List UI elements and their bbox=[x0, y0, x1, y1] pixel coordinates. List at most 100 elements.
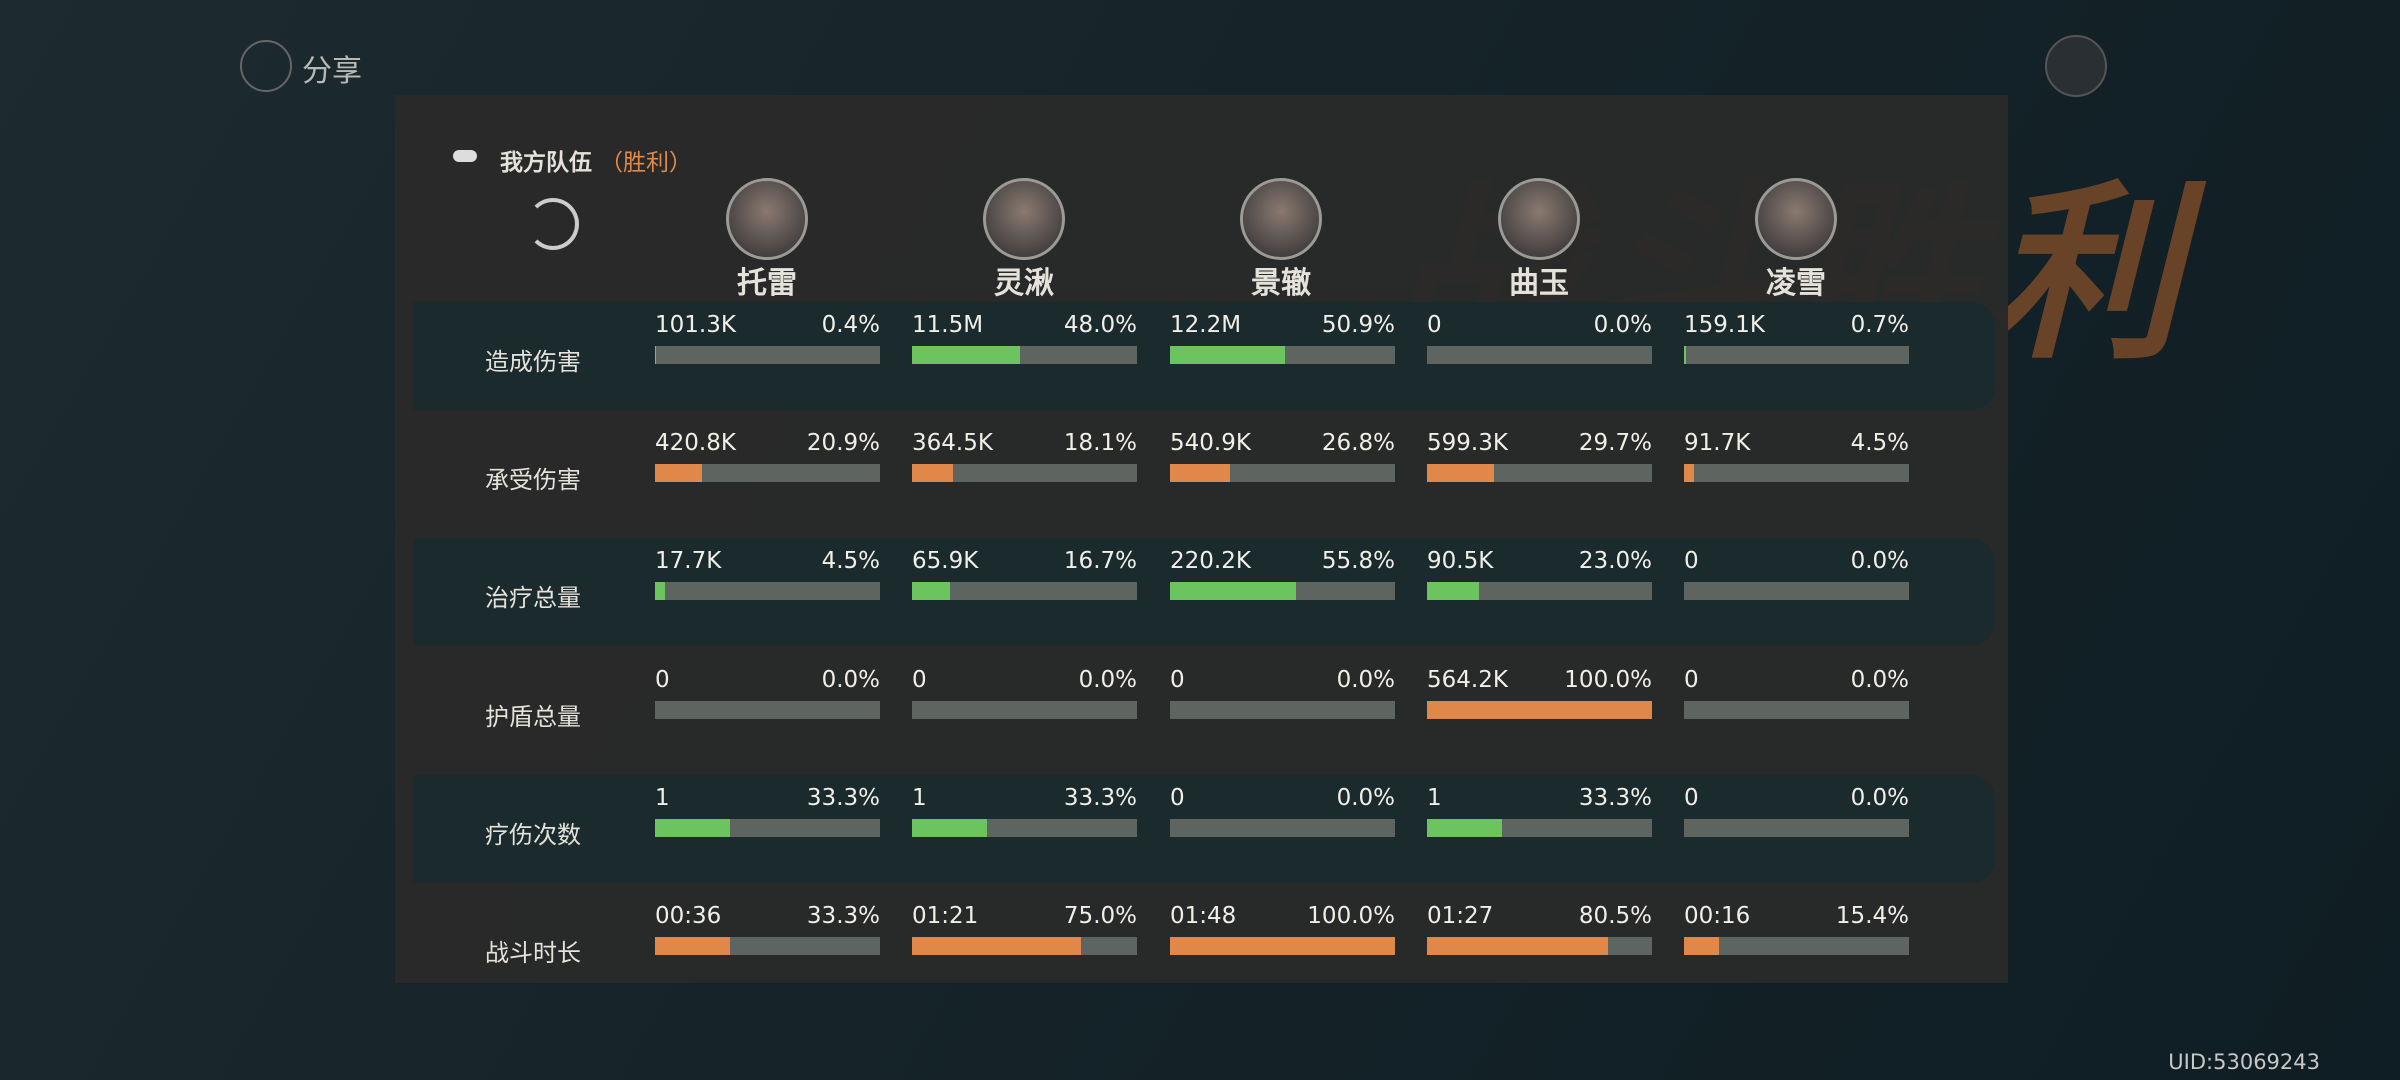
team-result: （胜利） bbox=[600, 150, 692, 176]
cell-value: 599.3K bbox=[1427, 430, 1508, 456]
cell-percent: 33.3% bbox=[1578, 785, 1652, 811]
cell-value: 1 bbox=[912, 785, 927, 811]
cell-percent: 50.9% bbox=[1321, 312, 1395, 338]
bar bbox=[1684, 937, 1719, 955]
cell-percent: 0.0% bbox=[1593, 312, 1652, 338]
avatar bbox=[1240, 178, 1322, 260]
bar bbox=[912, 582, 950, 600]
share-icon[interactable] bbox=[240, 40, 292, 92]
cell-percent: 4.5% bbox=[821, 548, 880, 574]
bar-track bbox=[655, 582, 880, 600]
bar bbox=[655, 464, 703, 482]
cell-percent: 55.8% bbox=[1321, 548, 1395, 574]
cell-value: 0 bbox=[912, 667, 927, 693]
bar-track bbox=[1170, 464, 1395, 482]
cell-percent: 26.8% bbox=[1321, 430, 1395, 456]
stats-button[interactable] bbox=[2045, 35, 2107, 97]
cell-percent: 18.1% bbox=[1063, 430, 1137, 456]
cell-value: 0 bbox=[1684, 785, 1699, 811]
bar-track bbox=[912, 582, 1137, 600]
bar-track bbox=[1427, 937, 1652, 955]
row-label: 治疗总量 bbox=[485, 584, 581, 612]
bar-track bbox=[1427, 346, 1652, 364]
cell-value: 0 bbox=[1684, 667, 1699, 693]
character-name: 灵湫 bbox=[994, 266, 1054, 301]
bar bbox=[912, 464, 953, 482]
cell-percent: 0.0% bbox=[1850, 548, 1909, 574]
cell-value: 12.2M bbox=[1170, 312, 1242, 338]
cell-value: 01:27 bbox=[1427, 903, 1494, 929]
cell-percent: 100.0% bbox=[1307, 903, 1395, 929]
share-label[interactable]: 分享 bbox=[302, 54, 362, 89]
cell-percent: 33.3% bbox=[806, 903, 880, 929]
cell-percent: 0.0% bbox=[1078, 667, 1137, 693]
refresh-button[interactable] bbox=[527, 198, 579, 250]
cell-percent: 0.4% bbox=[821, 312, 880, 338]
bar-track bbox=[655, 346, 880, 364]
cell-percent: 0.0% bbox=[1850, 785, 1909, 811]
cell-value: 65.9K bbox=[912, 548, 979, 574]
cell-percent: 4.5% bbox=[1850, 430, 1909, 456]
bar-track bbox=[655, 819, 880, 837]
cell-value: 420.8K bbox=[655, 430, 736, 456]
bar bbox=[1427, 464, 1494, 482]
team-toggle[interactable] bbox=[453, 150, 477, 162]
bar-track bbox=[1684, 464, 1909, 482]
cell-value: 364.5K bbox=[912, 430, 993, 456]
bar bbox=[1427, 819, 1502, 837]
team-title: 我方队伍 bbox=[500, 150, 592, 176]
bar-track bbox=[655, 937, 880, 955]
bar-track bbox=[1427, 464, 1652, 482]
bar-track bbox=[1170, 582, 1395, 600]
bar-track bbox=[1427, 701, 1652, 719]
cell-percent: 29.7% bbox=[1578, 430, 1652, 456]
bar-track bbox=[1684, 819, 1909, 837]
row-label: 承受伤害 bbox=[485, 466, 581, 494]
bar-track bbox=[1170, 346, 1395, 364]
cell-value: 01:21 bbox=[912, 903, 979, 929]
bar-track bbox=[912, 346, 1137, 364]
cell-value: 0 bbox=[1427, 312, 1442, 338]
cell-value: 1 bbox=[1427, 785, 1442, 811]
bar-track bbox=[655, 464, 880, 482]
cell-value: 564.2K bbox=[1427, 667, 1508, 693]
bar-track bbox=[912, 701, 1137, 719]
cell-percent: 20.9% bbox=[806, 430, 880, 456]
cell-value: 101.3K bbox=[655, 312, 736, 338]
row-label: 护盾总量 bbox=[485, 703, 581, 731]
cell-percent: 0.0% bbox=[1850, 667, 1909, 693]
cell-percent: 100.0% bbox=[1564, 667, 1652, 693]
bar-track bbox=[1170, 701, 1395, 719]
cell-percent: 80.5% bbox=[1578, 903, 1652, 929]
character-name: 曲玉 bbox=[1509, 266, 1569, 301]
bar-track bbox=[1170, 937, 1395, 955]
bar-track bbox=[1427, 819, 1652, 837]
bar bbox=[1170, 937, 1395, 955]
avatar bbox=[983, 178, 1065, 260]
bar bbox=[1170, 464, 1231, 482]
bar bbox=[655, 819, 730, 837]
cell-percent: 75.0% bbox=[1063, 903, 1137, 929]
bar-track bbox=[655, 701, 880, 719]
cell-percent: 0.7% bbox=[1850, 312, 1909, 338]
cell-value: 00:16 bbox=[1684, 903, 1751, 929]
bar bbox=[1427, 937, 1609, 955]
cell-percent: 15.4% bbox=[1835, 903, 1909, 929]
cell-percent: 33.3% bbox=[806, 785, 880, 811]
character-name: 景辙 bbox=[1251, 266, 1311, 301]
row-label: 造成伤害 bbox=[485, 348, 581, 376]
bar bbox=[1684, 346, 1686, 364]
bar-track bbox=[1684, 701, 1909, 719]
cell-value: 0 bbox=[655, 667, 670, 693]
cell-value: 540.9K bbox=[1170, 430, 1251, 456]
bar bbox=[912, 346, 1020, 364]
uid: UID:53069243 bbox=[2168, 1050, 2320, 1074]
cell-percent: 0.0% bbox=[1336, 667, 1395, 693]
bar bbox=[912, 819, 987, 837]
cell-value: 11.5M bbox=[912, 312, 984, 338]
row-label: 疗伤次数 bbox=[485, 821, 581, 849]
cell-percent: 33.3% bbox=[1063, 785, 1137, 811]
bar bbox=[1170, 582, 1296, 600]
cell-value: 00:36 bbox=[655, 903, 722, 929]
